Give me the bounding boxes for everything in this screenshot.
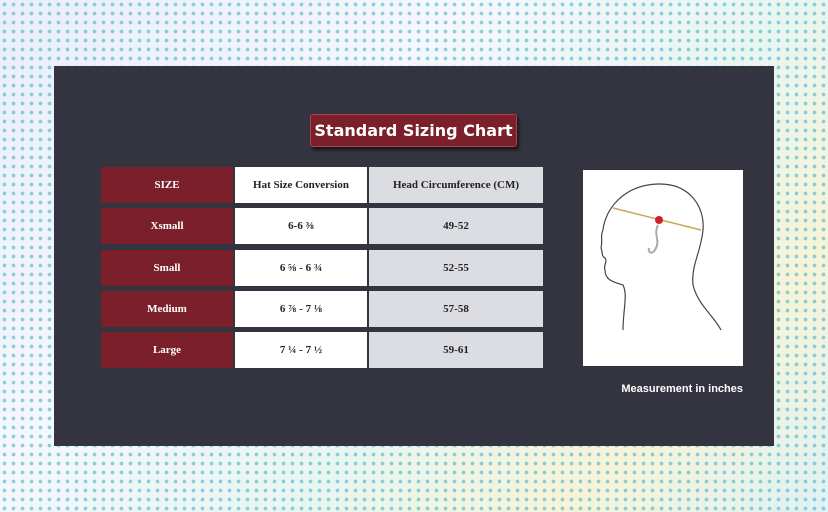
table-cell: 6 ⅞ - 7 ⅛ — [235, 291, 367, 327]
header-cell: Hat Size Conversion — [235, 167, 367, 203]
title-badge: Standard Sizing Chart — [310, 114, 517, 147]
table-cell: Medium — [101, 291, 233, 327]
table-cell: 59-61 — [369, 332, 543, 368]
table-cell: 6-6 ⅜ — [235, 208, 367, 244]
table-cell: 6 ⅝ - 6 ¾ — [235, 250, 367, 286]
ear — [647, 224, 659, 254]
header-cell: SIZE — [101, 167, 233, 203]
table-cell: Large — [101, 332, 233, 368]
table-cell: 7 ¼ - 7 ½ — [235, 332, 367, 368]
table-cell: Small — [101, 250, 233, 286]
table-cell: 49-52 — [369, 208, 543, 244]
table-cell: 52-55 — [369, 250, 543, 286]
head-outline — [600, 183, 722, 331]
measure-point — [655, 216, 663, 224]
header-cell: Head Circumference (CM) — [369, 167, 543, 203]
table-cell: Xsmall — [101, 208, 233, 244]
head-drawing — [600, 183, 722, 331]
head-illustration — [583, 170, 743, 366]
table-cell: 57-58 — [369, 291, 543, 327]
caption: Measurement in inches — [621, 383, 743, 395]
